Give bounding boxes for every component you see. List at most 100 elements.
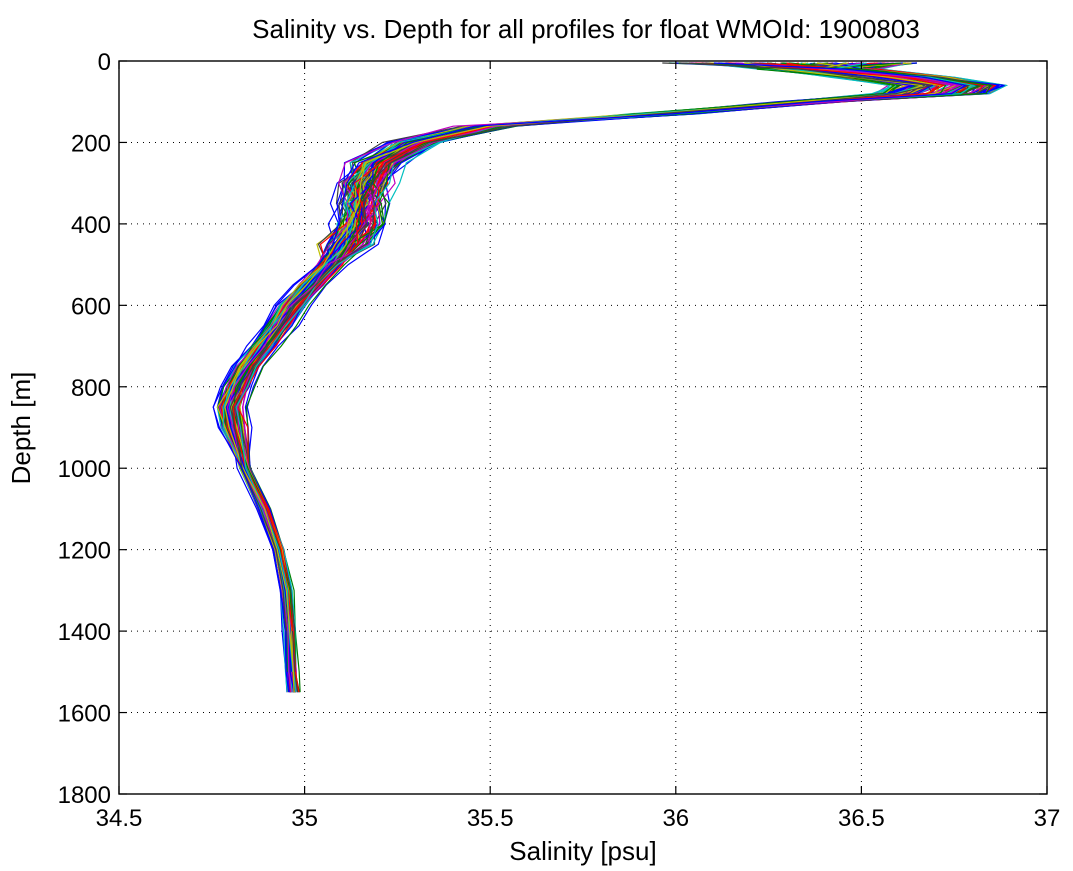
profile-line: [222, 62, 994, 693]
y-tick-label: 800: [71, 375, 111, 402]
profile-line: [218, 62, 960, 693]
profile-line: [225, 62, 994, 632]
profile-line: [230, 62, 942, 672]
profile-line: [233, 62, 1001, 693]
profile-line: [222, 62, 992, 693]
profile-line: [229, 62, 987, 672]
profile-line: [216, 62, 935, 672]
profile-line: [245, 62, 896, 693]
x-tick-label: 35.5: [467, 805, 514, 832]
profile-line: [224, 62, 923, 693]
profile-line: [226, 62, 896, 672]
profile-line: [233, 62, 941, 672]
profile-line: [231, 62, 914, 672]
profile-line: [234, 62, 972, 693]
profile-line: [226, 62, 960, 632]
profile-line: [230, 62, 903, 672]
x-tick-label: 36: [662, 805, 689, 832]
profile-line: [235, 62, 922, 693]
profile-line: [226, 62, 959, 693]
profile-line: [237, 62, 969, 693]
profile-line: [212, 62, 968, 693]
profile-line: [235, 62, 941, 632]
profile-line: [228, 62, 913, 693]
profile-line: [219, 62, 939, 632]
profile-line: [225, 62, 913, 693]
y-tick-label: 200: [71, 130, 111, 157]
profile-line: [229, 62, 1004, 632]
profile-line: [221, 62, 993, 693]
profile-line: [232, 62, 946, 632]
profile-line: [237, 62, 981, 693]
profile-line: [228, 62, 940, 693]
profile-line: [232, 62, 900, 693]
profile-line: [217, 62, 999, 693]
profile-line: [238, 62, 972, 632]
profile-line: [222, 62, 891, 672]
profile-line: [225, 62, 901, 693]
profile-line: [212, 62, 980, 632]
profile-line: [225, 62, 940, 672]
profile-line: [225, 62, 1005, 672]
profile-line: [231, 62, 993, 672]
profile-line: [219, 62, 942, 672]
y-tick-label: 400: [71, 212, 111, 239]
profile-line: [230, 62, 974, 672]
profile-line: [235, 62, 918, 693]
x-tick-label: 34.5: [96, 805, 143, 832]
profile-line: [232, 62, 916, 672]
profile-line: [229, 62, 958, 672]
profile-line: [231, 62, 947, 672]
profile-line: [218, 62, 989, 632]
profile-line: [242, 62, 904, 672]
y-axis-label: Depth [m]: [6, 372, 36, 485]
profile-line: [225, 62, 997, 632]
profile-line: [236, 62, 890, 632]
profile-line: [239, 62, 940, 672]
profile-line: [232, 62, 902, 693]
profile-line: [228, 62, 1008, 693]
x-tick-label: 36.5: [838, 805, 885, 832]
y-tick-label: 1800: [58, 782, 111, 809]
profile-line: [235, 62, 938, 632]
profile-line: [227, 62, 902, 693]
y-tick-label: 1200: [58, 538, 111, 565]
profile-line: [233, 62, 955, 693]
y-axis-tick-labels: 0 200 400 600 800 1000 1200 1400 1600 1800: [58, 49, 111, 809]
profile-line: [223, 62, 969, 693]
profile-line: [223, 62, 990, 632]
profile-line: [228, 62, 972, 693]
y-tick-label: 0: [98, 49, 111, 76]
profile-line: [220, 62, 933, 693]
profile-line: [231, 62, 920, 672]
y-tick-label: 600: [71, 293, 111, 320]
profile-line: [234, 62, 934, 632]
profile-line: [232, 62, 907, 693]
profile-line: [232, 62, 901, 632]
profile-line: [227, 62, 924, 632]
profile-line: [241, 62, 911, 632]
x-axis-tick-labels: 34.5 35 35.5 36 36.5 37: [96, 805, 1061, 832]
profile-line: [238, 62, 925, 693]
profile-line: [238, 62, 975, 672]
profile-line: [217, 62, 964, 672]
profile-line: [225, 62, 965, 693]
profile-line: [237, 62, 939, 693]
profile-line: [231, 62, 983, 693]
profile-line: [235, 62, 944, 693]
profile-line: [237, 62, 900, 693]
chart-title: Salinity vs. Depth for all profiles for …: [252, 14, 920, 44]
profile-line: [219, 62, 964, 693]
profile-line: [230, 62, 946, 632]
profile-line: [231, 62, 1009, 632]
profile-line: [221, 62, 912, 693]
profile-line: [237, 62, 962, 672]
profile-line: [235, 62, 975, 672]
tick-marks: [118, 60, 1048, 795]
profile-line: [236, 62, 971, 632]
profile-line: [230, 62, 936, 693]
y-tick-label: 1600: [58, 701, 111, 728]
y-tick-label: 1400: [58, 619, 111, 646]
profile-line: [226, 62, 967, 693]
